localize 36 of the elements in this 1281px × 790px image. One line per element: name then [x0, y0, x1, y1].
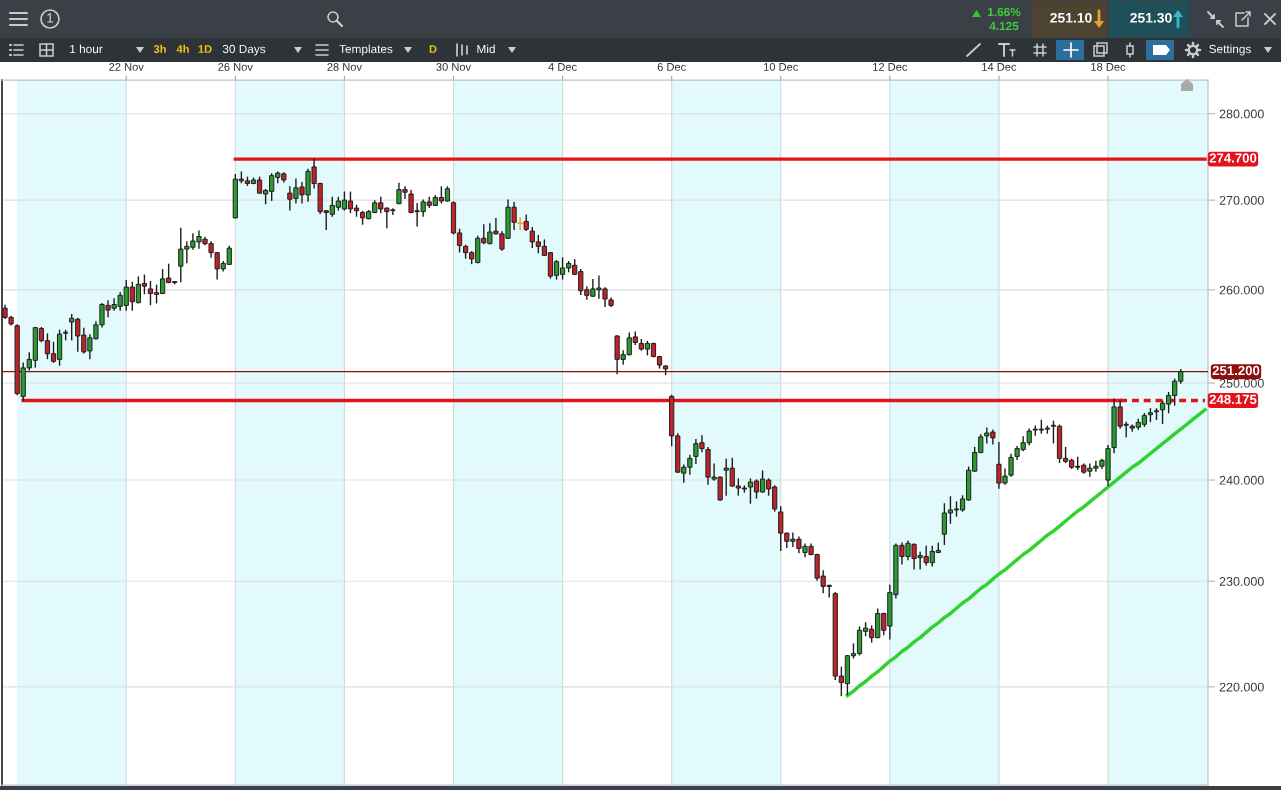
x-tick-label: 14 Dec: [982, 63, 1017, 71]
text: Settings: [1209, 44, 1251, 56]
x-tick-label: 30 Nov: [436, 62, 472, 71]
data-label: 248.175: [1209, 394, 1257, 404]
y-tick-label: 260.000: [1219, 285, 1264, 295]
x-tick-label: 18 Dec: [1091, 62, 1126, 71]
x-tick-label: 4 Dec: [548, 63, 577, 71]
text: 251.30: [1130, 12, 1172, 23]
y-tick-label: 220.000: [1219, 682, 1264, 692]
text: 1.66%: [988, 7, 1021, 17]
line-series: [845, 408, 1207, 698]
data-label: 274.700: [1209, 153, 1257, 163]
y-tick-label: 270.000: [1219, 195, 1264, 205]
text: Mid: [477, 44, 495, 54]
text: 1D: [198, 45, 212, 53]
candlestick: [517, 217, 524, 231]
text: 4.125: [989, 21, 1019, 31]
text: D: [429, 45, 437, 53]
x-tick-label: 26 Nov: [218, 62, 253, 71]
text: 1: [47, 13, 54, 23]
text: 3h: [153, 44, 166, 53]
y-tick-label: 280.000: [1219, 109, 1264, 119]
text: 1 hour: [70, 44, 103, 54]
y-tick-label: 230.000: [1219, 577, 1264, 586]
ref-line-label: 251.200: [1212, 365, 1260, 376]
y-tick-label: 250.000: [1219, 378, 1264, 388]
y-tick-label: 240.000: [1219, 475, 1264, 485]
text: 251.10: [1050, 12, 1092, 23]
text: Templates: [339, 44, 393, 56]
x-tick-label: 6 Dec: [657, 62, 686, 71]
x-tick-label: 10 Dec: [763, 62, 799, 71]
x-tick-label: 28 Nov: [327, 62, 362, 71]
text: 4h: [176, 44, 189, 53]
x-tick-label: 22 Nov: [109, 62, 144, 71]
text: 30 Days: [222, 44, 266, 56]
x-tick-label: 12 Dec: [873, 62, 908, 71]
